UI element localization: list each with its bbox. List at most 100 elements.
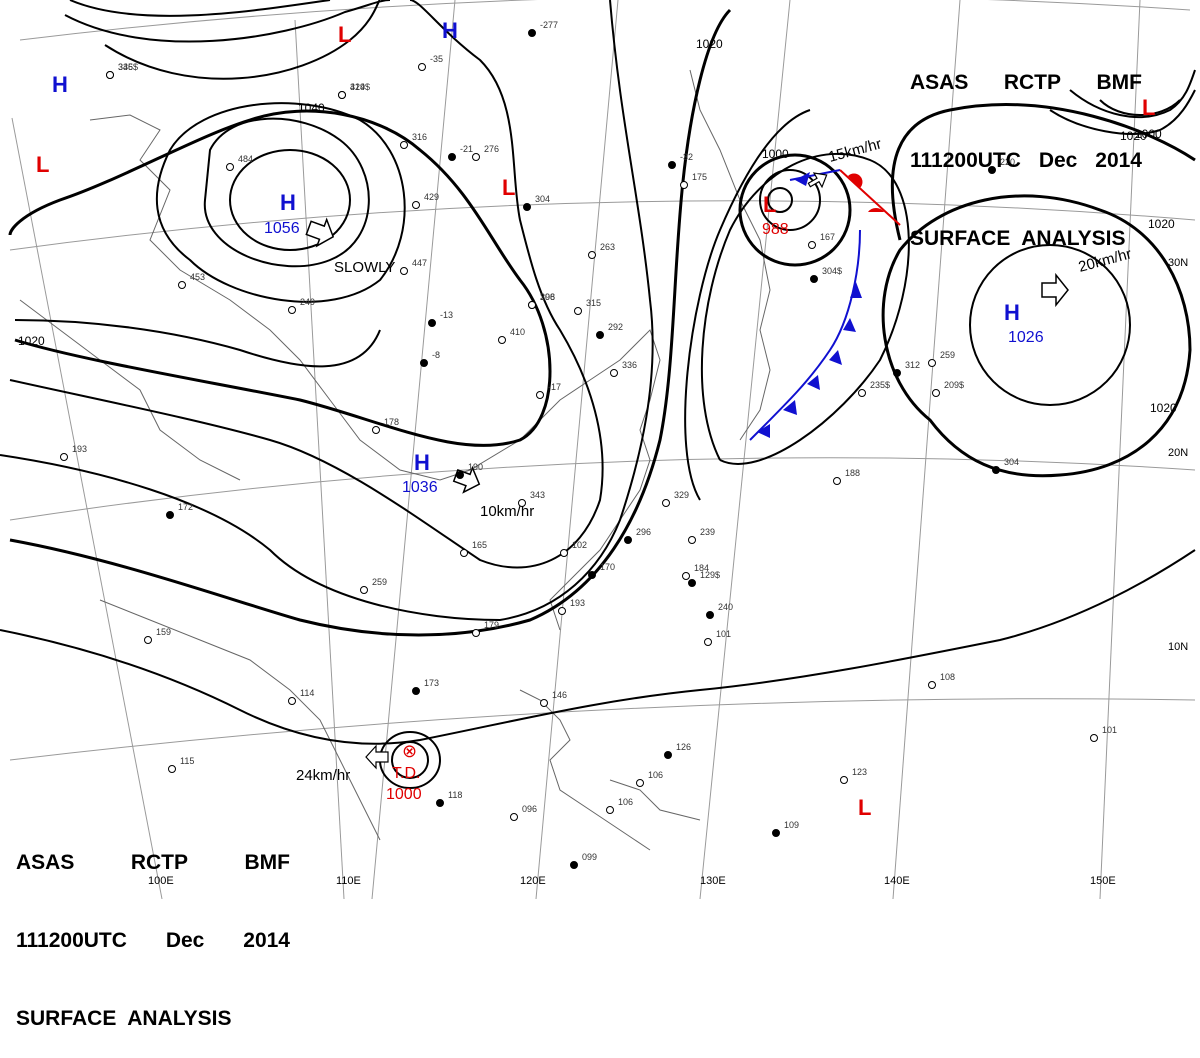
station-value: 314: [350, 82, 365, 92]
station-value: 329: [674, 490, 689, 500]
station-value: 484: [238, 154, 253, 164]
station-value: -277: [540, 20, 558, 30]
station-marker: [498, 336, 506, 344]
station-marker: [636, 779, 644, 787]
station-value: 259: [940, 350, 955, 360]
station-value: 276: [484, 144, 499, 154]
station-marker: [560, 549, 568, 557]
station-value: 178: [384, 417, 399, 427]
lat-label: 30N: [1168, 257, 1188, 269]
station-value: 101: [716, 629, 731, 639]
station-marker: [528, 29, 536, 37]
station-marker: [226, 163, 234, 171]
isobar-label: 1000: [1135, 127, 1162, 141]
header-title: SURFACE ANALYSIS: [16, 1007, 232, 1030]
station-marker: [436, 799, 444, 807]
station-value: 146: [552, 690, 567, 700]
station-value: 179: [484, 620, 499, 630]
station-marker: [662, 499, 670, 507]
station-marker: [893, 369, 901, 377]
station-value: 101: [1102, 725, 1117, 735]
station-marker: [168, 765, 176, 773]
station-marker: [988, 166, 996, 174]
station-value: 346: [118, 62, 133, 72]
station-value: 165: [472, 540, 487, 550]
lat-label: 10N: [1168, 641, 1188, 653]
low-mark-n: L: [338, 22, 351, 47]
station-value: -17: [548, 382, 561, 392]
station-value: 239: [700, 527, 715, 537]
station-marker: [588, 251, 596, 259]
station-marker: [360, 586, 368, 594]
station-value: 159: [156, 627, 171, 637]
station-marker: [412, 687, 420, 695]
station-marker: [518, 499, 526, 507]
station-marker: [1090, 734, 1098, 742]
station-marker: [704, 638, 712, 646]
isobar-label: 1020: [1150, 401, 1177, 415]
station-marker: [536, 391, 544, 399]
station-value: 129$: [700, 570, 720, 580]
station-value: 316: [412, 132, 427, 142]
graticule-labels: 30N 20N 10N 100E 110E 120E 130E 140E 150…: [148, 257, 1188, 887]
header-station: RCTP: [1003, 71, 1062, 94]
station-value: 312: [905, 360, 920, 370]
station-marker: [772, 829, 780, 837]
station-value: 175: [692, 172, 707, 182]
station-marker: [144, 636, 152, 644]
station-value: 193: [570, 598, 585, 608]
header-agency: ASAS: [16, 851, 75, 874]
station-marker: [928, 359, 936, 367]
header-month: Dec: [1038, 149, 1078, 172]
station-marker: [558, 607, 566, 615]
station-value: 220: [1000, 157, 1015, 167]
low-mark-c: L: [502, 175, 515, 200]
station-value: 118: [448, 790, 462, 800]
station-value: -32: [680, 152, 693, 162]
station-marker: [372, 426, 380, 434]
motion-label-slowly: SLOWLY: [334, 259, 395, 276]
high-center-1056-symbol: H: [280, 190, 296, 215]
station-value: 263: [600, 242, 615, 252]
station-marker: [510, 813, 518, 821]
station-marker: [928, 681, 936, 689]
station-marker: [412, 201, 420, 209]
station-value: -13: [440, 310, 453, 320]
station-marker: [570, 861, 578, 869]
warm-front: [839, 169, 901, 226]
station-value: 109: [784, 820, 799, 830]
station-value: 096: [522, 804, 537, 814]
isobar-label: 1020: [1148, 217, 1175, 231]
station-marker: [810, 275, 818, 283]
station-marker: [680, 181, 688, 189]
station-marker: [688, 536, 696, 544]
station-value: -21: [460, 144, 473, 154]
station-marker: [400, 141, 408, 149]
low-mark-ne: L: [1142, 95, 1155, 120]
lon-label: 130E: [700, 875, 726, 887]
station-marker: [624, 536, 632, 544]
station-marker: [574, 307, 582, 315]
station-value: 447: [412, 258, 427, 268]
station-value: 410: [510, 327, 525, 337]
high-center-1026-value: 1026: [1008, 329, 1044, 346]
header-station: RCTP: [130, 851, 189, 874]
header-title: SURFACE ANALYSIS: [910, 227, 1126, 250]
station-value: 298: [540, 292, 555, 302]
station-marker: [166, 511, 174, 519]
station-marker: [840, 776, 848, 784]
high-center-1026-symbol: H: [1004, 300, 1020, 325]
station-marker: [472, 153, 480, 161]
header-year: 2014: [1095, 149, 1142, 172]
high-mark-nw: H: [52, 72, 68, 97]
station-value: 209$: [944, 380, 964, 390]
station-marker: [858, 389, 866, 397]
station-value: 123: [852, 767, 867, 777]
high-center-1056-value: 1056: [264, 220, 300, 237]
station-value: 099: [582, 852, 597, 862]
station-marker: [420, 359, 428, 367]
lon-label: 110E: [336, 875, 361, 887]
header-year: 2014: [243, 929, 290, 952]
station-value: 336: [622, 360, 637, 370]
isobar-labels: 1040 1020 1020 1020 1000 1000 1020 1020: [18, 37, 1177, 415]
